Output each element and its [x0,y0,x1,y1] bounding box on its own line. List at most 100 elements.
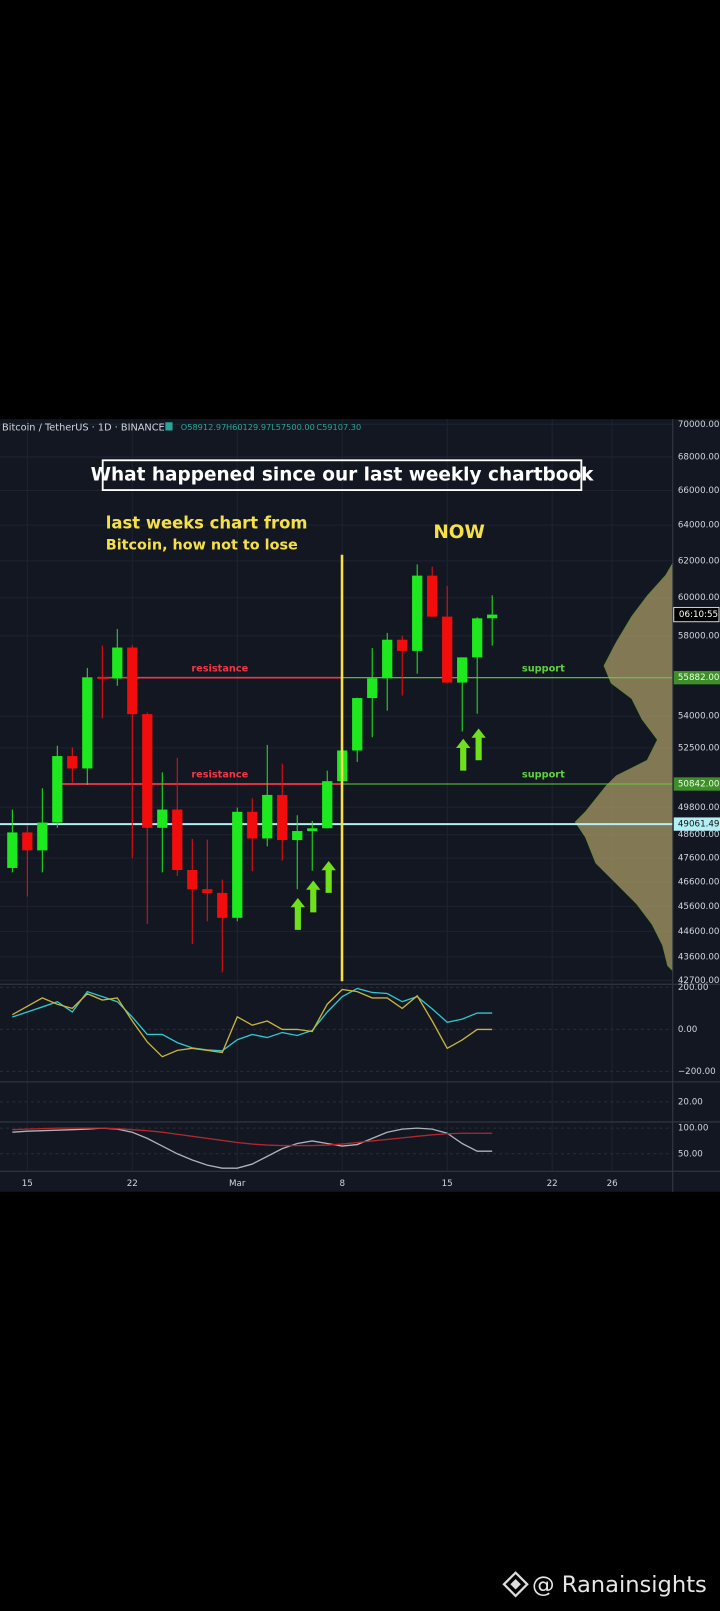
candle-body [427,575,438,617]
y-tick-label: 20.00 [678,1097,703,1107]
y-tick-label: 66000.00 [678,486,720,496]
watermark: @ Ranainsights [502,1571,707,1598]
candle-body [217,892,228,918]
arrow [321,860,336,893]
candle-body [232,811,243,918]
legend-icon [165,422,173,431]
indicator-line [12,1127,493,1147]
candle-body [112,647,123,679]
y-tick-label: 46600.00 [678,878,720,888]
candle-body [52,756,63,823]
logo [502,1571,529,1598]
ohlc-value: C59107.30 [316,422,361,432]
x-tick-label: 22 [127,1179,138,1189]
price-label: 49061.49 [678,820,720,830]
price-label: 55882.00 [678,673,720,683]
title-box [101,459,583,492]
y-tick-label: 70000.00 [678,420,720,430]
candle-body [22,832,33,851]
candle-body [457,657,468,683]
ohlc-value: H60129.97 [226,422,271,432]
volume-profile [574,561,674,972]
y-tick-label: 0.00 [678,1025,697,1035]
candle-body [247,811,258,839]
price-label-bg [673,671,720,685]
arrows [290,728,486,930]
candle-body [487,614,498,619]
candle-body [37,822,48,851]
candle-body [292,831,303,841]
price-label-bg [673,777,720,791]
candle-body [142,714,153,828]
countdown-bg [673,606,720,623]
chart-title: What happened since our last weekly char… [91,465,595,486]
y-tick-label: 48600.00 [678,830,720,840]
candle-body [187,869,198,890]
candle-body [397,639,408,651]
candle-body [7,832,18,868]
x-tick-label: 26 [607,1179,618,1189]
y-tick-label: 49800.00 [678,803,720,813]
candle-body [277,794,288,841]
candle-body [67,756,78,769]
y-tick-label: 52500.00 [678,743,720,753]
level-name: resistance [191,663,248,674]
candle-body [157,809,168,828]
candle-body [127,647,138,715]
symbol-legend: Bitcoin / TetherUS · 1D · BINANCE [2,422,165,433]
candle-body [412,575,423,651]
ohlc-legend: O58912.97 H60129.97 L57500.00 C59107.30 [181,422,361,432]
annotation: last weeks chart from [106,513,308,532]
candle-body [382,639,393,679]
y-tick-label: 44600.00 [678,927,720,937]
y-tick-label: 45600.00 [678,902,720,912]
x-tick-label: 22 [547,1179,558,1189]
candle-body [472,618,483,658]
y-tick-label: 42700.00 [678,976,720,986]
y-tick-label: 58000.00 [678,631,720,641]
annotation: NOW [433,522,485,543]
level-name: resistance [191,770,248,781]
y-tick-label: 47600.00 [678,854,720,864]
candle-body [172,809,183,870]
ohlc-value: L57500.00 [271,422,315,432]
y-tick-label: 200.00 [678,983,709,993]
indicator-line [12,987,493,1052]
candle-body [367,678,378,699]
y-tick-label: 60000.00 [678,593,720,603]
y-tick-label: 100.00 [678,1124,709,1134]
y-tick-label: 62000.00 [678,556,720,566]
price-label-bg [673,817,720,831]
x-tick-label: 8 [339,1179,345,1189]
arrow [306,880,321,913]
y-tick-label: 64000.00 [678,521,720,531]
candle-body [262,794,273,839]
y-tick-label: 50.00 [678,1149,703,1159]
candle-body [322,781,333,829]
y-tick-label: 43600.00 [678,952,720,962]
marks [0,564,673,1169]
annotation: Bitcoin, how not to lose [106,538,298,554]
level-name: support [522,663,565,674]
arrow [471,728,486,761]
price-label: 50842.00 [678,780,720,790]
arrow [456,738,471,771]
candle-body [82,677,93,769]
candle-body [307,828,318,832]
level-name: support [522,770,565,781]
countdown: 06:10:55 [679,610,718,620]
y-tick-label: 54000.00 [678,712,720,722]
candle-body [352,698,363,751]
x-tick-label: 15 [22,1179,33,1189]
y-tick-label: 68000.00 [678,452,720,462]
candle-body [202,889,213,893]
indicator-line [11,988,493,1058]
ohlc-value: O58912.97 [181,422,227,432]
x-tick-label: 15 [442,1179,453,1189]
watermark-text: @ Ranainsights [532,1572,707,1598]
candle-body [442,616,453,683]
x-tick-label: Mar [229,1179,246,1189]
arrow [290,897,306,930]
